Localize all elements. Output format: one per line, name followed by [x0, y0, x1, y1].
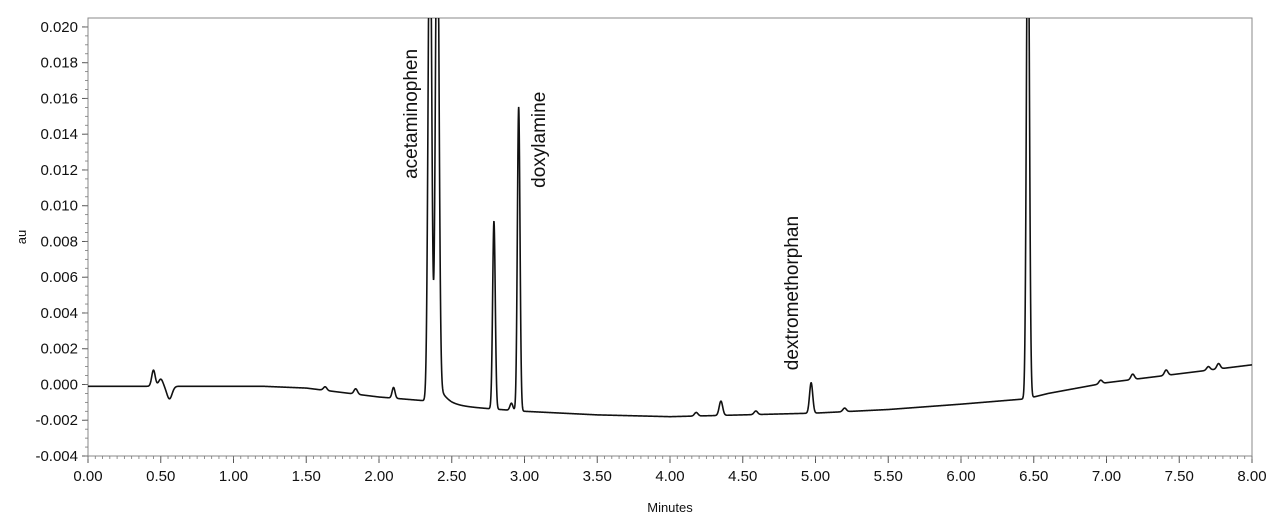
plot-frame	[87, 17, 1253, 457]
y-tick-label: 0.014	[40, 126, 78, 143]
peak-annotations: acetaminophen doxylamine dextromethorphan	[401, 49, 803, 370]
x-tick-label: 3.50	[583, 468, 612, 485]
x-tick-label: 6.00	[946, 468, 975, 485]
x-axis: 0.00 0.50 1.00 1.50 2.00 2.50 3.00 3.50 4.00 4.50…	[73, 456, 1267, 485]
x-tick-label: 7.00	[1092, 468, 1121, 485]
x-axis-label: Minutes	[647, 500, 693, 515]
y-tick-label: -0.004	[35, 448, 78, 465]
x-tick-label: 4.50	[728, 468, 757, 485]
x-tick-label: 5.00	[801, 468, 830, 485]
peak-label: doxylamine	[529, 92, 550, 188]
x-tick-label: 1.00	[219, 468, 248, 485]
x-tick-label: 1.50	[292, 468, 321, 485]
y-tick-label: 0.000	[40, 376, 78, 393]
peak-label: dextromethorphan	[782, 216, 803, 370]
x-tick-label: 2.00	[364, 468, 393, 485]
y-tick-label: 0.010	[40, 198, 78, 215]
x-tick-label: 7.50	[1165, 468, 1194, 485]
y-tick-label: 0.018	[40, 55, 78, 72]
x-tick-label: 5.50	[874, 468, 903, 485]
x-tick-label: 3.00	[510, 468, 539, 485]
y-tick-label: -0.002	[35, 412, 78, 429]
y-tick-label: 0.006	[40, 269, 78, 286]
y-axis-label: au	[14, 230, 29, 244]
y-tick-label: 0.002	[40, 341, 78, 358]
x-tick-label: 0.00	[73, 468, 102, 485]
y-tick-label: 0.020	[40, 19, 78, 36]
peak-label: acetaminophen	[401, 49, 422, 179]
x-tick-label: 4.00	[655, 468, 684, 485]
chromatogram-trace	[88, 18, 1252, 418]
x-tick-label: 8.00	[1237, 468, 1266, 485]
x-tick-label: 6.50	[1019, 468, 1048, 485]
y-tick-label: 0.016	[40, 90, 78, 107]
y-tick-label: 0.012	[40, 162, 78, 179]
y-tick-label: 0.008	[40, 233, 78, 250]
x-tick-label: 2.50	[437, 468, 466, 485]
y-axis: 0.020 0.018 0.016 0.014 0.012 0.010 0.008 0.006…	[35, 19, 88, 465]
y-tick-label: 0.004	[40, 305, 78, 322]
x-tick-label: 0.50	[146, 468, 175, 485]
